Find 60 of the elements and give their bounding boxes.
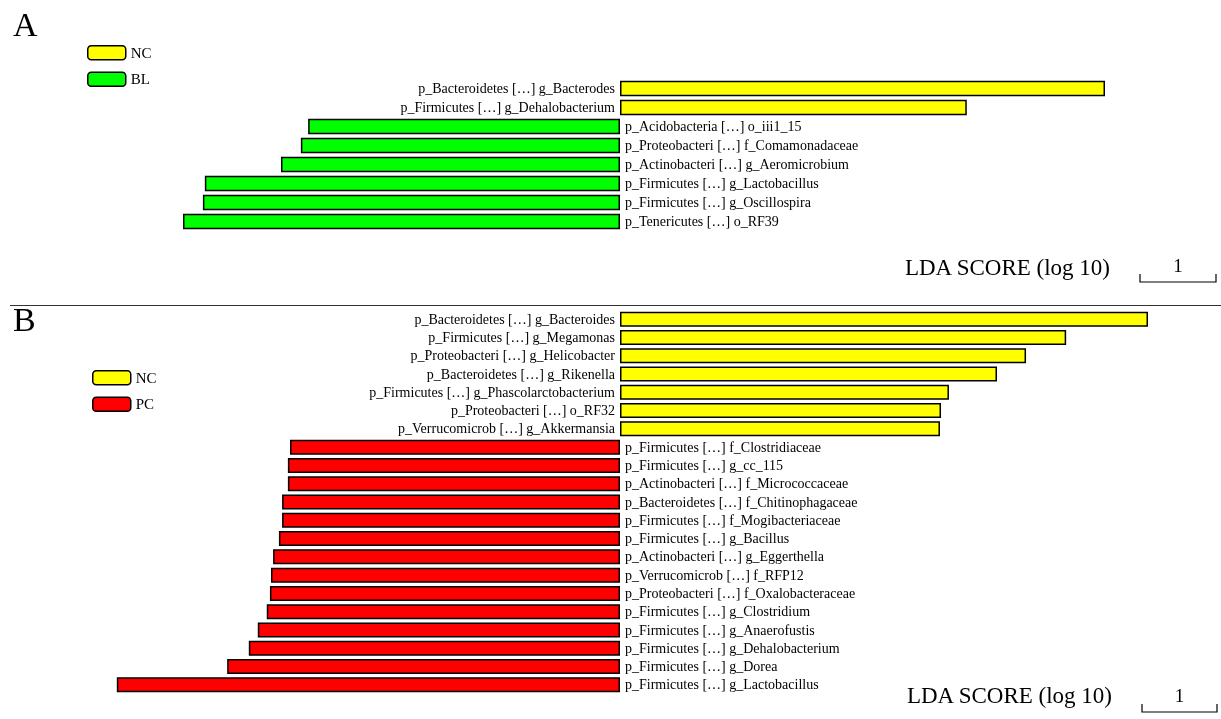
y-tick-label: p_Bacteroidetes […] g_Bacterodes [418, 81, 615, 96]
y-tick-label: p_Firmicutes […] f_Mogibacteriaceae [625, 512, 841, 528]
y-tick-label: p_Firmicutes […] g_Clostridium [625, 604, 811, 620]
y-tick-label: p_Firmicutes […] g_Dehalobacterium [625, 640, 840, 656]
y-tick-label: p_Proteobacteri […] f_Oxalobacteraceae [625, 585, 856, 601]
legend-label: PC [135, 396, 155, 413]
y-tick-label: p_Firmicutes […] f_Clostridiaceae [625, 439, 821, 455]
y-tick-label: p_Proteobacteri […] g_Helicobacter [410, 348, 616, 364]
bar [257, 622, 620, 638]
bar [278, 531, 620, 547]
y-tick-label: p_Firmicutes […] g_Lactobacillus [625, 176, 819, 191]
bar [620, 421, 940, 437]
bar [248, 640, 620, 656]
y-tick-label: p_Firmicutes […] g_Lactobacillus [625, 677, 819, 693]
y-tick-label: p_Tenericutes […] o_RF39 [625, 214, 779, 229]
bar [273, 549, 620, 565]
y-tick-label: p_Firmicutes […] g_Dehalobacterium [400, 100, 616, 115]
bar [282, 494, 620, 510]
bar [269, 585, 620, 601]
bar [620, 329, 1067, 345]
y-tick-label: p_Verrucomicrob […] f_RFP12 [625, 567, 804, 583]
y-tick-label: p_Firmicutes […] g_Dorea [625, 659, 779, 675]
chart-title: A [13, 5, 38, 43]
y-tick-label: p_Bacteroidetes […] f_Chitinophagaceae [625, 494, 858, 510]
x-axis-title: LDA SCORE (log 10) [906, 683, 1112, 709]
bar [620, 311, 1148, 327]
chart-title: B [13, 300, 36, 338]
y-tick-label: p_Verrucomicrob […] g_Akkermansia [398, 421, 616, 437]
y-tick-label: p_Firmicutes […] g_Bacillus [625, 531, 790, 547]
y-tick-label: p_Acidobacteria […] o_iii1_15 [625, 119, 802, 134]
y-tick-label: p_Bacteroidetes […] g_Rikenella [426, 366, 616, 382]
text: 1 [1173, 685, 1186, 707]
y-tick-label: p_Firmicutes […] g_Anaerofustis [625, 622, 815, 638]
bar [620, 348, 1027, 364]
y-tick-label: p_Firmicutes […] g_Oscillospira [625, 195, 812, 210]
y-tick-label: p_Bacteroidetes […] g_Bacteroides [414, 311, 615, 327]
bar [116, 677, 620, 693]
bar [620, 366, 997, 382]
bar [287, 476, 620, 492]
legend-label: BL [130, 71, 150, 88]
y-tick-label: p_Firmicutes […] g_cc_115 [625, 457, 784, 473]
x-axis-title: LDA SCORE (log 10) [904, 255, 1110, 281]
legend-label: NC [135, 369, 157, 386]
bar [620, 403, 942, 419]
bar [227, 659, 620, 675]
bar [270, 567, 620, 583]
bar [282, 512, 620, 528]
text: 1 [1172, 255, 1184, 277]
y-tick-label: p_Actinobacteri […] f_Micrococcaceae [625, 476, 849, 492]
bar [620, 384, 949, 400]
bar [287, 457, 620, 473]
y-tick-label: p_Firmicutes […] g_Phascolarctobacterium [369, 384, 616, 400]
y-tick-label: p_Firmicutes […] g_Megamonas [428, 329, 615, 345]
legend-label: NC [130, 44, 152, 61]
y-tick-label: p_Actinobacteri […] g_Eggerthella [625, 549, 825, 565]
y-tick-label: p_Proteobacteri […] o_RF32 [450, 403, 615, 419]
bar [266, 604, 620, 620]
bar [290, 439, 620, 455]
y-tick-label: p_Proteobacteri […] f_Comamonadaceae [625, 138, 859, 153]
y-tick-label: p_Actinobacteri […] g_Aeromicrobium [625, 157, 850, 172]
